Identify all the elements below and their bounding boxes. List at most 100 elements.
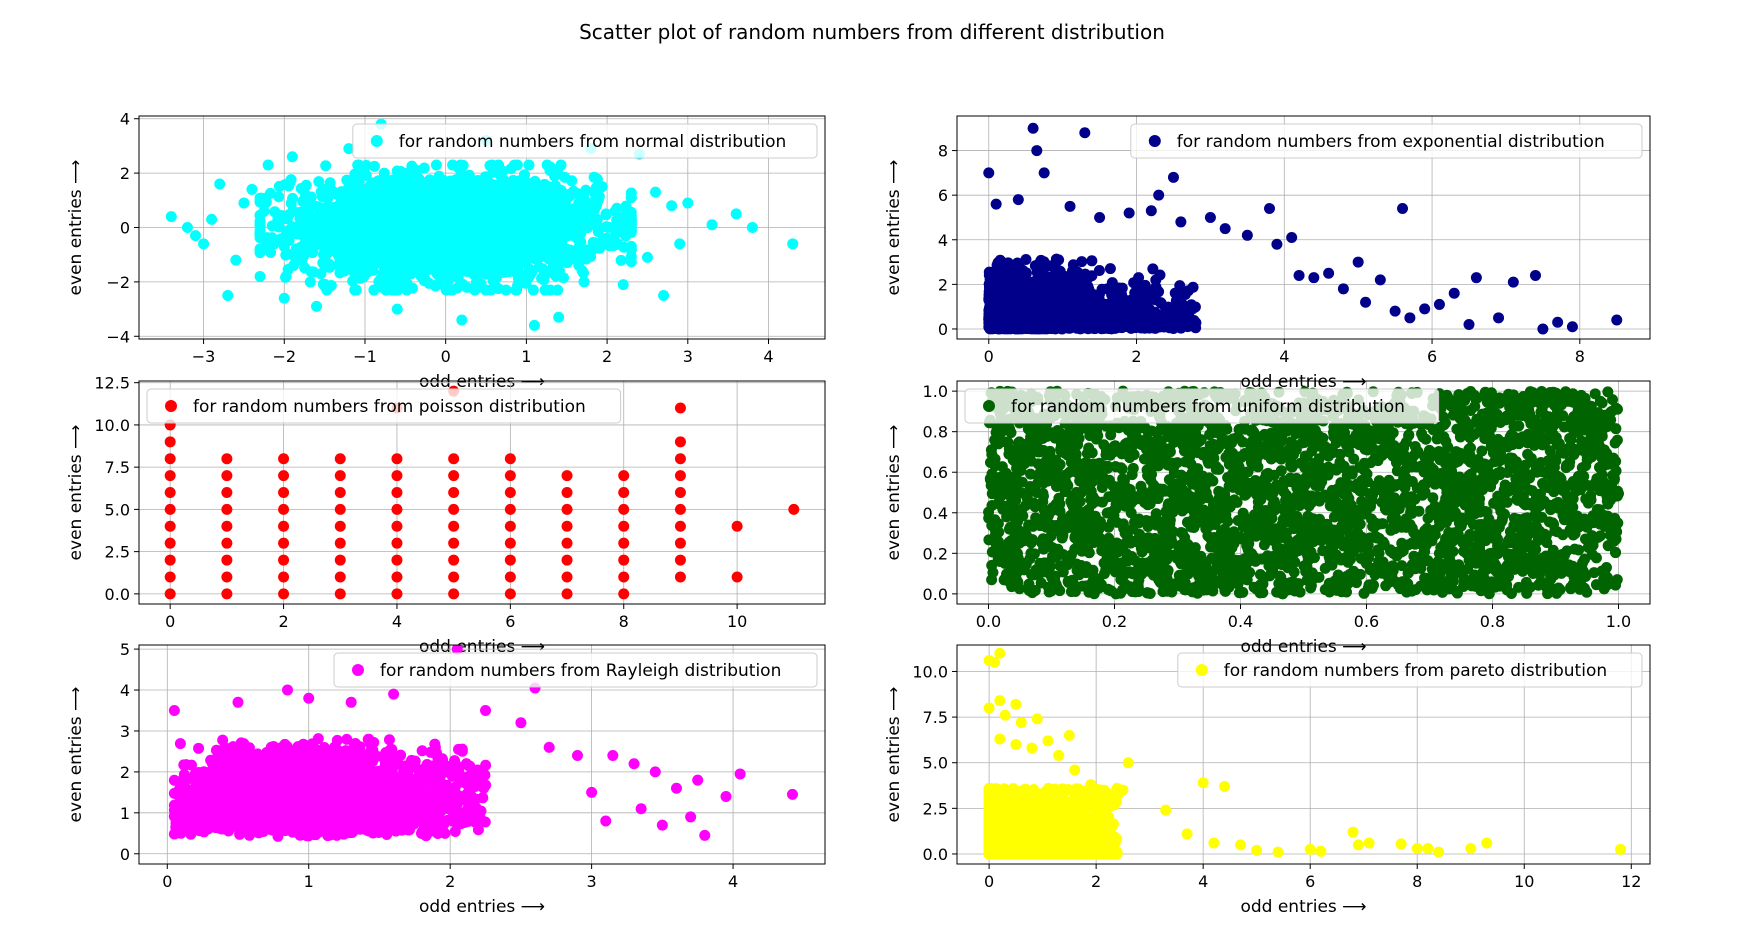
cloud-point (578, 267, 590, 279)
cloud-point (347, 275, 359, 287)
cloud-point (510, 233, 522, 245)
cloud-point (490, 184, 502, 196)
cloud-point (373, 205, 385, 217)
cloud-point (381, 193, 393, 205)
cloud-point (600, 209, 612, 221)
cloud-point (361, 250, 373, 262)
cloud-point (507, 183, 519, 195)
x-tick-label: 4 (763, 347, 773, 366)
cloud-point (507, 252, 519, 264)
cloud-point (611, 202, 623, 214)
cloud-point (425, 220, 437, 232)
cloud-point (1154, 269, 1166, 281)
cloud-point (415, 248, 427, 260)
cloud-point (378, 167, 390, 179)
cloud-point (310, 215, 322, 227)
cloud-point (487, 275, 499, 287)
cloud-point (341, 174, 353, 186)
data-point (311, 300, 323, 312)
cloud-point (615, 254, 627, 266)
cloud-point (615, 224, 627, 236)
cloud-point (488, 264, 500, 276)
data-point (230, 254, 242, 266)
cloud-point (432, 279, 444, 291)
cloud-point (1150, 281, 1162, 293)
cloud-point (504, 200, 516, 212)
cloud-point (283, 209, 295, 221)
cloud-point (309, 228, 321, 240)
cloud-point (380, 284, 392, 296)
cloud-point (441, 232, 453, 244)
cloud-point (518, 169, 530, 181)
cloud-point (549, 180, 561, 192)
cloud-point (413, 193, 425, 205)
data-point (181, 222, 193, 233)
cloud-point (526, 266, 538, 278)
cloud-point (1104, 263, 1116, 275)
data-point (254, 270, 266, 282)
cloud-point (273, 221, 285, 233)
cloud-point (273, 191, 285, 203)
cloud-point (625, 256, 637, 268)
cloud-point (1076, 256, 1088, 268)
cloud-point (386, 269, 398, 281)
cloud-point (593, 190, 605, 202)
cloud-point (527, 181, 539, 193)
x-tick-label: −1 (353, 347, 377, 366)
cloud-point (580, 184, 592, 196)
cloud-point (391, 212, 403, 224)
cloud-point (400, 170, 412, 182)
cloud-point (1067, 259, 1079, 271)
cloud-point (562, 230, 574, 242)
data-point (706, 219, 718, 231)
cloud-point (469, 284, 481, 296)
cloud-point (335, 262, 347, 274)
cloud-point (352, 172, 364, 184)
data-point (246, 183, 258, 195)
cloud-point (462, 213, 474, 225)
cloud-point (1150, 294, 1162, 306)
cloud-point (428, 186, 440, 198)
cloud-point (392, 284, 404, 296)
cloud-point (1011, 257, 1023, 269)
cloud-point (463, 169, 475, 181)
cloud-point (475, 199, 487, 211)
cloud-point (328, 216, 340, 228)
cloud-point (310, 200, 322, 212)
data-point (391, 303, 403, 315)
cloud-point (446, 284, 458, 296)
legend-label: for random numbers from normal distribut… (399, 132, 787, 152)
cloud-point (391, 176, 403, 188)
data-point (553, 311, 565, 323)
cloud-point (349, 284, 361, 296)
cloud-point (284, 176, 296, 188)
cloud-point (518, 222, 530, 234)
data-point (617, 279, 629, 291)
legend: for random numbers from normal distribut… (352, 123, 818, 159)
cloud-point (587, 215, 599, 227)
cloud-point (430, 159, 442, 171)
cloud-point (439, 195, 451, 207)
x-tick-label: 2 (602, 347, 612, 366)
cloud-point (390, 193, 402, 205)
data-point (198, 238, 210, 250)
data-point (641, 251, 653, 263)
cloud-point (273, 212, 285, 224)
cloud-point (347, 198, 359, 210)
cloud-point (536, 199, 548, 211)
cloud-point (420, 233, 432, 245)
cloud-point (1068, 270, 1080, 282)
data-point (343, 143, 355, 155)
cloud-point (400, 214, 412, 226)
cloud-point (438, 259, 450, 271)
cloud-point (404, 228, 416, 240)
cloud-point (468, 232, 480, 244)
cloud-point (515, 211, 527, 223)
cloud-point (558, 272, 570, 284)
data-point (456, 314, 468, 326)
cloud-point (992, 257, 1004, 269)
cloud-point (603, 221, 615, 233)
y-tick-label: 4 (120, 110, 130, 129)
